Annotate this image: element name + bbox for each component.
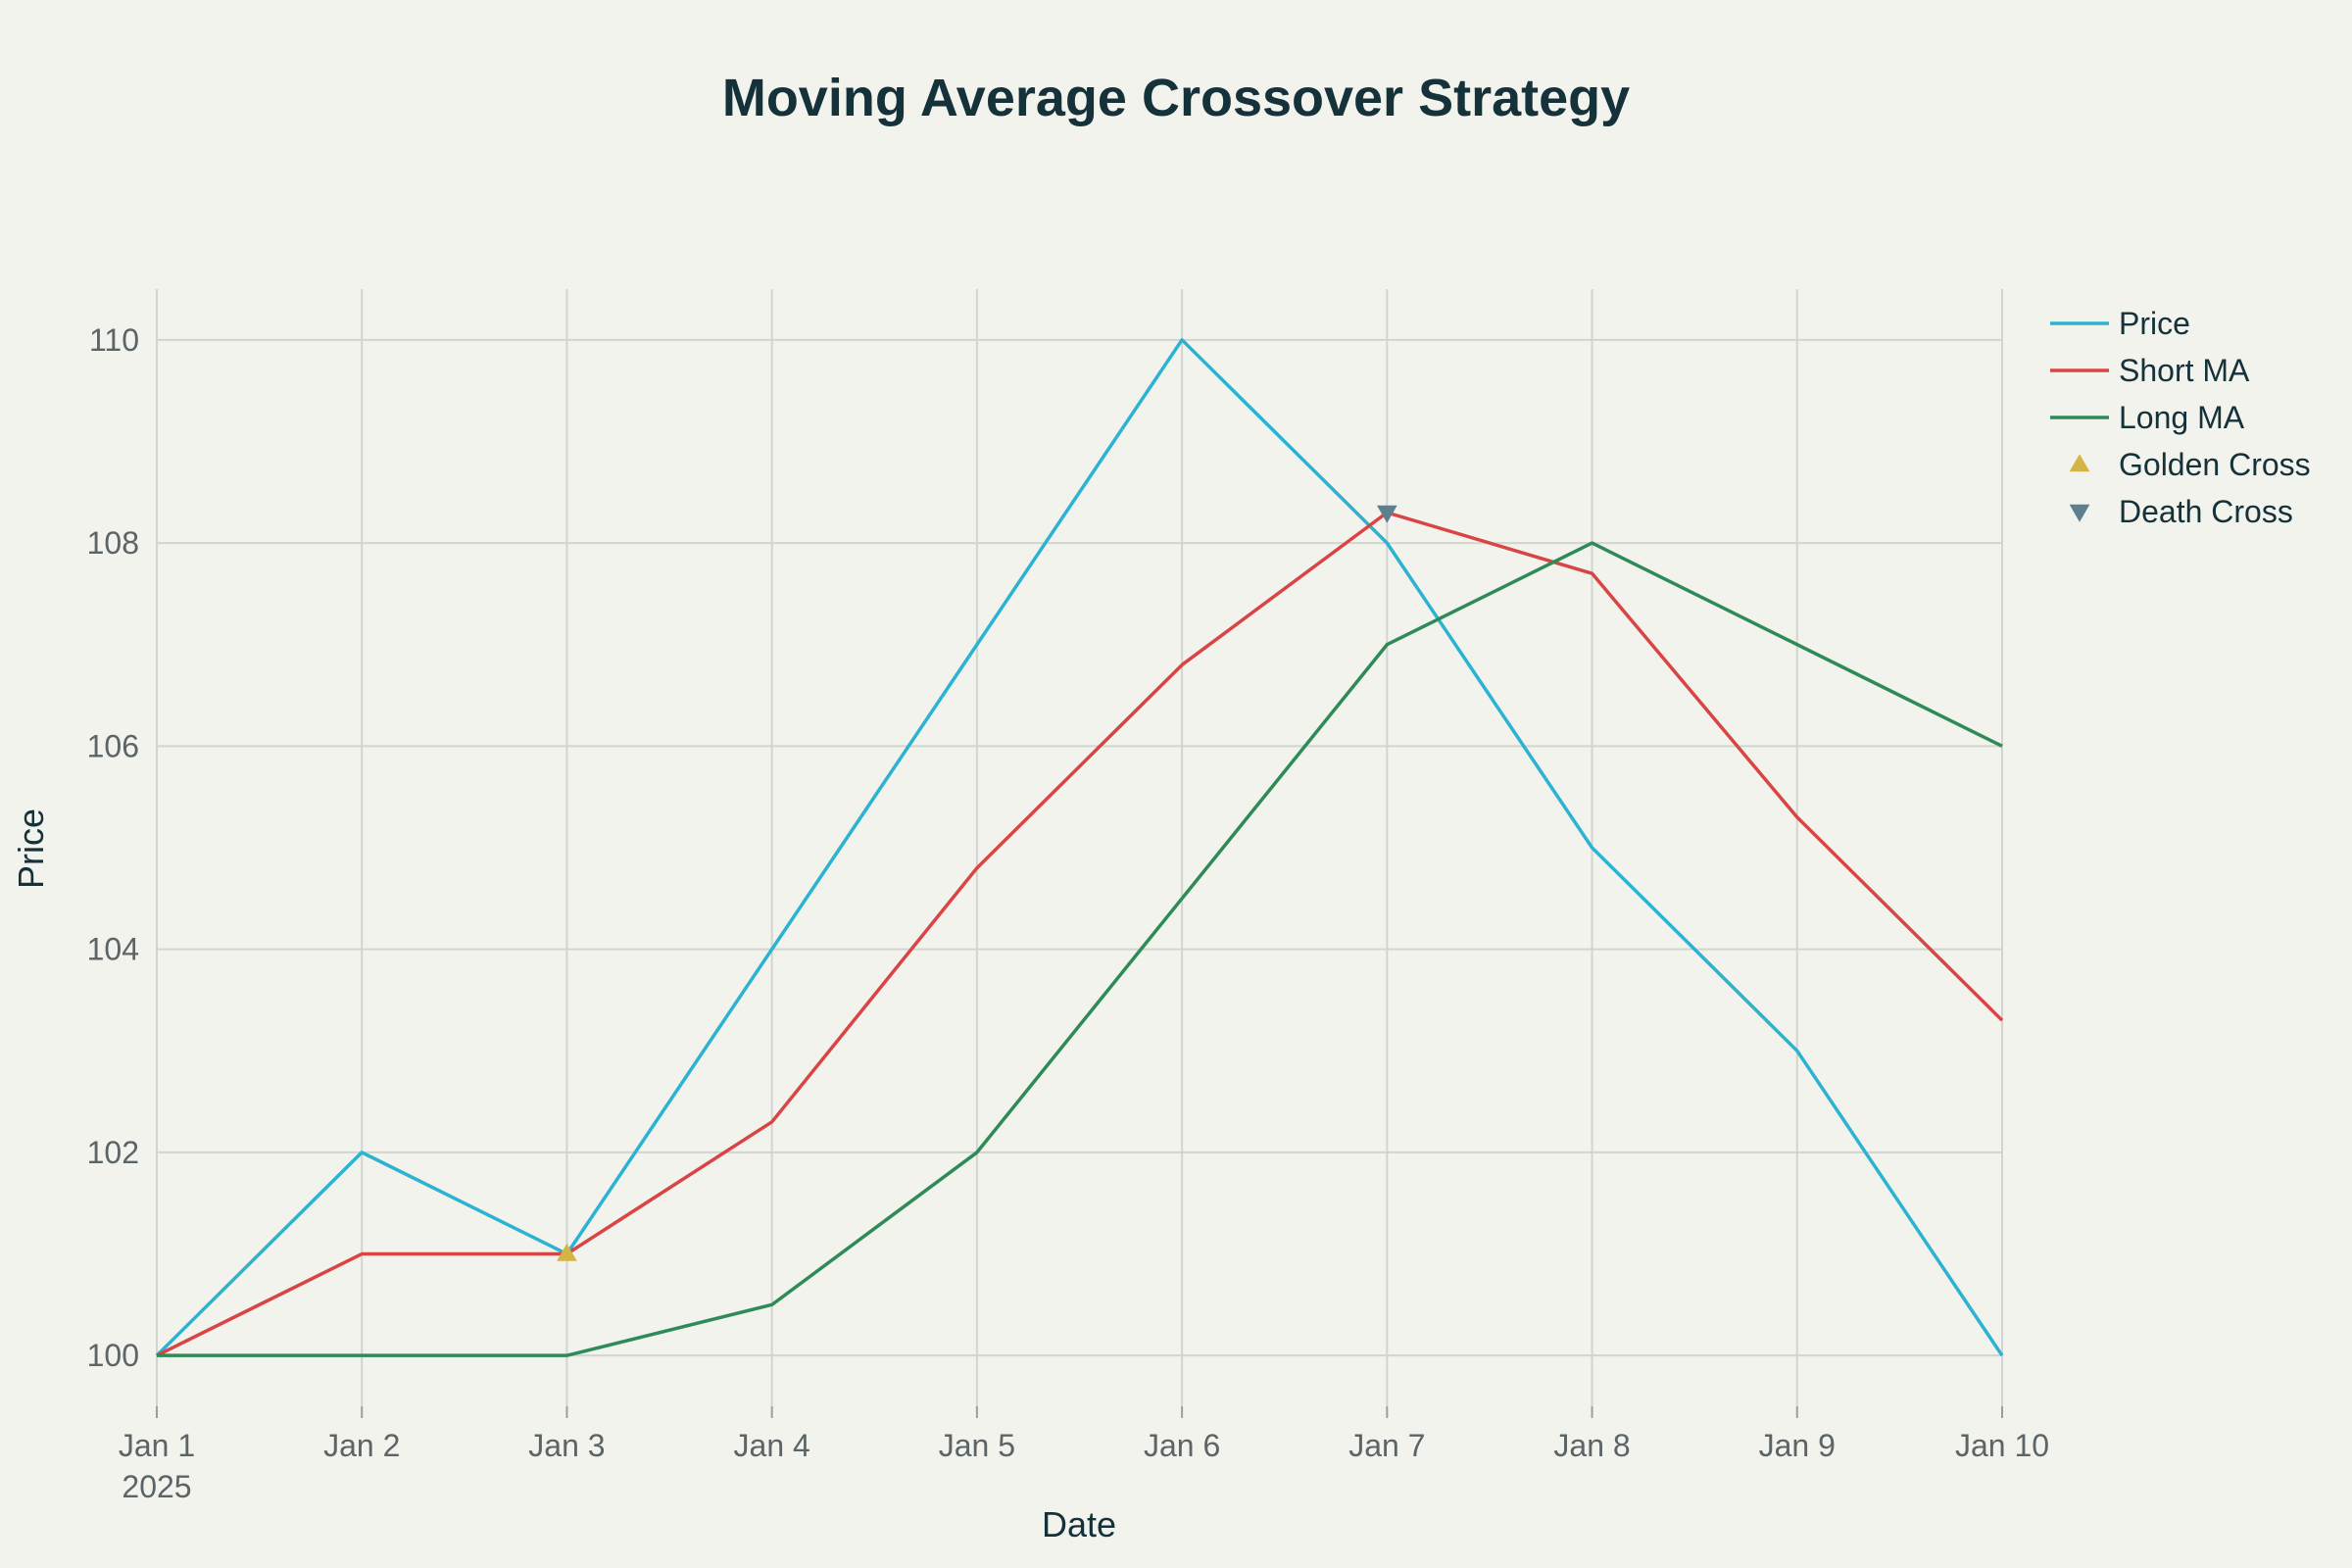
series-layer [155,338,2004,1357]
legend-label-price: Price [2119,306,2190,341]
x-tick-label: Jan 5 [939,1428,1015,1463]
legend-label-death-cross: Death Cross [2119,494,2293,529]
x-tick-label: Jan 8 [1553,1428,1630,1463]
y-tick-label: 110 [89,322,139,358]
y-tick-label: 102 [87,1135,139,1170]
x-tick-label: Jan 10 [1955,1428,2049,1463]
legend-label-short-ma: Short MA [2119,353,2250,388]
marker-layer [557,505,1397,1261]
x-year-label: 2025 [122,1469,191,1504]
series-line-short-ma [156,511,2004,1357]
y-axis-title: Price [11,808,51,889]
y-tick-label: 108 [87,525,139,561]
series-line-price [155,338,2004,1357]
y-axis-ticks: 100 102 104 106 108 110 [87,322,139,1373]
legend-label-long-ma: Long MA [2119,400,2245,435]
x-tick-label: Jan 7 [1348,1428,1425,1463]
x-tick-label: Jan 6 [1144,1428,1220,1463]
x-axis-ticks: Jan 1 Jan 2 Jan 3 Jan 4 Jan 5 Jan 6 Jan 7 Jan 8… [119,1406,2049,1504]
x-tick-label: Jan 3 [528,1428,605,1463]
y-tick-label: 100 [87,1338,139,1373]
legend: Price Short MA Long MA Golden Cross Death Cr… [2050,306,2311,529]
death-cross-marker [1376,505,1397,523]
x-tick-label: Jan 1 [119,1428,195,1463]
x-tick-label: Jan 9 [1759,1428,1836,1463]
y-tick-label: 106 [87,728,139,763]
y-tick-label: 104 [87,932,139,967]
golden-cross-marker [557,1243,577,1261]
chart-title: Moving Average Crossover Strategy [722,69,1630,127]
legend-label-golden-cross: Golden Cross [2119,447,2311,482]
x-tick-label: Jan 2 [323,1428,400,1463]
x-axis-title: Date [1042,1504,1116,1544]
legend-swatch-death-cross [2069,504,2090,522]
grid [156,289,2003,1406]
legend-swatch-golden-cross [2069,454,2090,472]
x-tick-label: Jan 4 [734,1428,810,1463]
series-line-long-ma [157,541,2003,1357]
